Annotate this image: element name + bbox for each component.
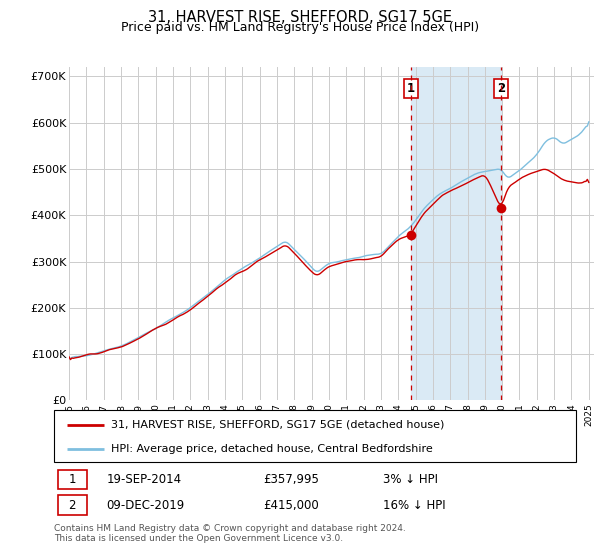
Bar	[58, 470, 87, 489]
Bar	[410, 67, 501, 400]
Text: 2: 2	[497, 82, 505, 95]
Text: Price paid vs. HM Land Registry's House Price Index (HPI): Price paid vs. HM Land Registry's House …	[121, 21, 479, 34]
Text: £415,000: £415,000	[263, 498, 319, 512]
Text: This data is licensed under the Open Government Licence v3.0.: This data is licensed under the Open Gov…	[54, 534, 343, 543]
Text: 31, HARVEST RISE, SHEFFORD, SG17 5GE (detached house): 31, HARVEST RISE, SHEFFORD, SG17 5GE (de…	[112, 420, 445, 430]
Text: Contains HM Land Registry data © Crown copyright and database right 2024.: Contains HM Land Registry data © Crown c…	[54, 524, 406, 533]
Text: 1: 1	[68, 473, 76, 486]
Text: 09-DEC-2019: 09-DEC-2019	[106, 498, 184, 512]
Text: 3% ↓ HPI: 3% ↓ HPI	[383, 473, 438, 486]
Text: 2: 2	[68, 498, 76, 512]
Text: 1: 1	[407, 82, 415, 95]
Text: 16% ↓ HPI: 16% ↓ HPI	[383, 498, 445, 512]
Text: £357,995: £357,995	[263, 473, 319, 486]
Text: 31, HARVEST RISE, SHEFFORD, SG17 5GE: 31, HARVEST RISE, SHEFFORD, SG17 5GE	[148, 10, 452, 25]
Text: HPI: Average price, detached house, Central Bedfordshire: HPI: Average price, detached house, Cent…	[112, 444, 433, 454]
Bar	[58, 496, 87, 515]
Text: 19-SEP-2014: 19-SEP-2014	[106, 473, 181, 486]
